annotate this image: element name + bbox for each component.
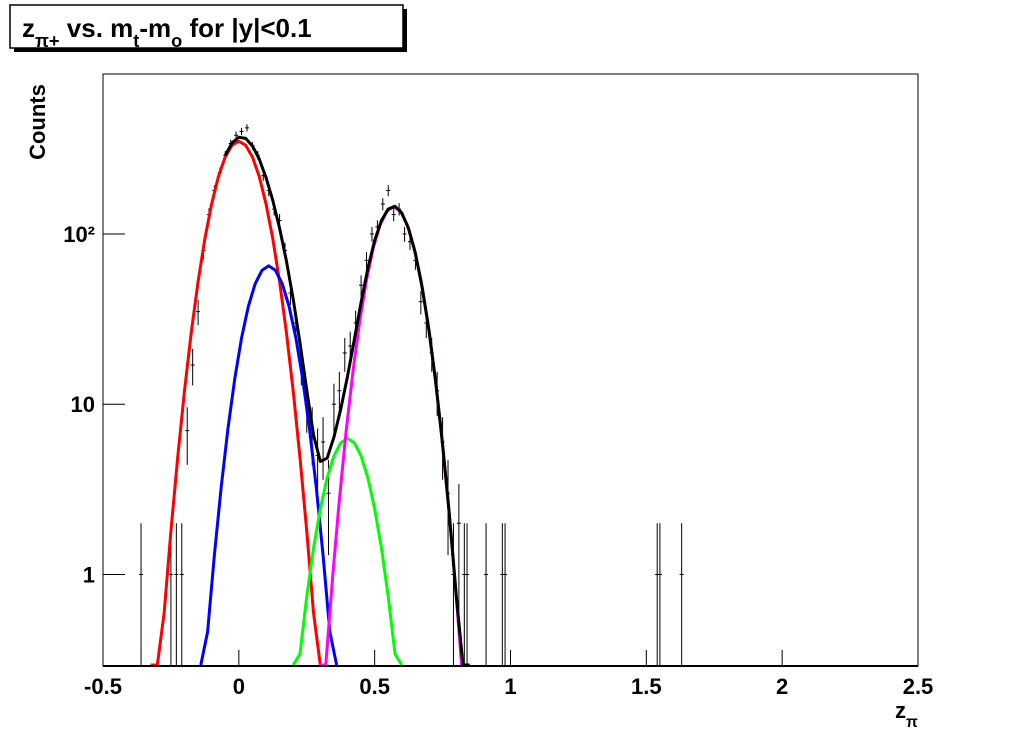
subscript: π xyxy=(906,714,918,731)
y-axis-label: Counts xyxy=(25,84,50,160)
data-point xyxy=(321,417,326,480)
y-tick-label: 10² xyxy=(63,222,95,247)
subscript: o xyxy=(171,31,182,51)
data-point xyxy=(331,383,336,433)
data-point xyxy=(456,483,461,613)
data-point xyxy=(380,198,385,211)
data-point xyxy=(655,523,660,666)
y-tick-label: 10 xyxy=(71,392,95,417)
data-point xyxy=(190,349,195,386)
data-point xyxy=(179,523,184,666)
data-point xyxy=(402,226,407,242)
fit-curve xyxy=(291,436,404,666)
y-tick-label: 1 xyxy=(83,562,95,587)
data-point xyxy=(174,523,179,666)
x-axis-label: zπ xyxy=(895,698,918,731)
x-tick-label: 1.5 xyxy=(631,674,662,699)
data-point xyxy=(342,337,347,372)
x-tick-label: 2 xyxy=(776,674,788,699)
fit-curve xyxy=(199,264,339,666)
data-point xyxy=(484,523,489,666)
plot-frame xyxy=(102,73,919,667)
data-point xyxy=(239,127,244,136)
data-point xyxy=(185,407,190,465)
data-point xyxy=(679,523,684,666)
chart-title: zπ+ vs. mt-mo for |y|<0.1 xyxy=(22,13,312,51)
data-point xyxy=(418,290,423,315)
data-point xyxy=(657,523,662,666)
x-tick-label: 2.5 xyxy=(903,674,934,699)
data-point xyxy=(139,523,144,666)
data-point xyxy=(364,251,369,270)
data-point xyxy=(500,523,505,666)
text-part: for |y|<0.1 xyxy=(182,13,311,43)
data-point xyxy=(196,300,201,326)
fit-curve xyxy=(150,139,328,666)
data-point xyxy=(503,523,508,666)
x-tick-label: 1 xyxy=(504,674,516,699)
subscript: t xyxy=(133,31,139,51)
data-point xyxy=(386,185,391,197)
data-point xyxy=(369,226,374,242)
text-part: -m xyxy=(139,13,171,43)
x-tick-label: 0 xyxy=(233,674,245,699)
plot-area xyxy=(139,124,684,666)
fit-curve xyxy=(223,135,470,666)
fit-curve xyxy=(318,204,469,666)
text-part: z xyxy=(895,698,906,723)
text-part: z xyxy=(22,13,35,43)
data-point xyxy=(462,523,467,666)
title-box xyxy=(9,4,404,49)
subscript: π+ xyxy=(35,31,60,51)
x-tick-label: 0.5 xyxy=(359,674,390,699)
data-point xyxy=(391,208,396,222)
data-point xyxy=(465,523,470,666)
x-tick-label: -0.5 xyxy=(84,674,122,699)
data-point xyxy=(359,275,364,297)
data-point xyxy=(244,124,249,132)
text-part: vs. m xyxy=(60,13,134,43)
